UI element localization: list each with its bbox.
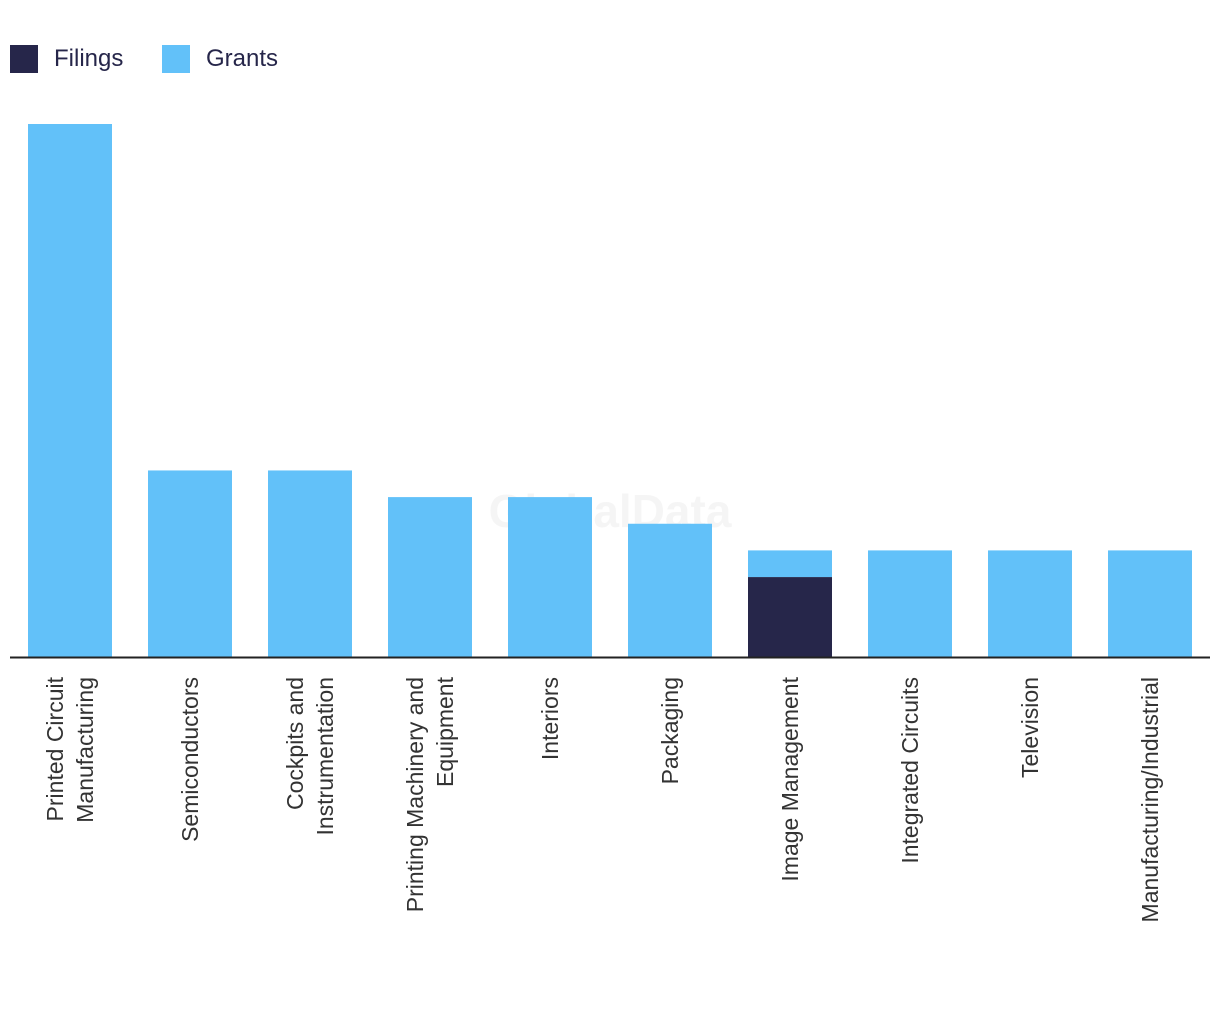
bar-filings-6	[748, 577, 832, 657]
x-tick-label-1: Semiconductors	[177, 677, 203, 842]
x-tick-label-3-line-0: Printing Machinery and	[402, 677, 428, 912]
bar-grants-4	[508, 497, 592, 657]
x-tick-label-4-line-0: Interiors	[537, 677, 563, 760]
x-tick-label-2-line-0: Cockpits and	[282, 677, 308, 810]
x-tick-label-7-line-0: Integrated Circuits	[897, 677, 923, 864]
x-tick-label-3: Printing Machinery and Equipment	[402, 676, 458, 912]
x-tick-label-0-line-0: Printed Circuit	[42, 676, 68, 821]
x-tick-label-9: Manufacturing/Industrial	[1137, 677, 1163, 922]
bar-grants-0	[28, 124, 112, 657]
x-tick-label-3-line-1: Equipment	[432, 676, 458, 787]
bar-grants-5	[628, 523, 712, 657]
bar-grants-9	[1108, 550, 1192, 657]
x-tick-label-8-line-0: Television	[1017, 677, 1043, 778]
x-tick-label-0-line-1: Manufacturing	[72, 677, 98, 823]
legend-label-grants: Grants	[206, 45, 278, 72]
x-tick-label-2: Cockpits and Instrumentation	[282, 677, 338, 836]
x-tick-label-2-line-1: Instrumentation	[312, 677, 338, 836]
x-tick-labels: Printed Circuit Manufacturing Semiconducto…	[42, 676, 1163, 922]
bar-grants-2	[268, 470, 352, 657]
bar-grants-6	[748, 550, 832, 578]
bar-grants-8	[988, 550, 1072, 657]
x-tick-label-6: Image Management	[777, 676, 803, 881]
bar-grants-7	[868, 550, 952, 657]
legend-swatch-filings	[10, 45, 38, 73]
x-tick-label-0: Printed Circuit Manufacturing	[42, 676, 98, 822]
x-tick-label-5: Packaging	[657, 677, 683, 784]
bar-grants-3	[388, 497, 472, 657]
x-tick-label-7: Integrated Circuits	[897, 677, 923, 864]
bar-grants-1	[148, 470, 232, 657]
x-tick-label-8: Television	[1017, 677, 1043, 778]
x-tick-label-5-line-0: Packaging	[657, 677, 683, 784]
x-tick-label-4: Interiors	[537, 677, 563, 760]
x-tick-label-9-line-0: Manufacturing/Industrial	[1137, 677, 1163, 922]
x-tick-label-1-line-0: Semiconductors	[177, 677, 203, 842]
legend-swatch-grants	[162, 45, 190, 73]
bars-group	[28, 124, 1192, 657]
legend: Filings Grants	[10, 45, 278, 73]
x-tick-label-6-line-0: Image Management	[777, 676, 803, 881]
legend-label-filings: Filings	[54, 45, 123, 72]
